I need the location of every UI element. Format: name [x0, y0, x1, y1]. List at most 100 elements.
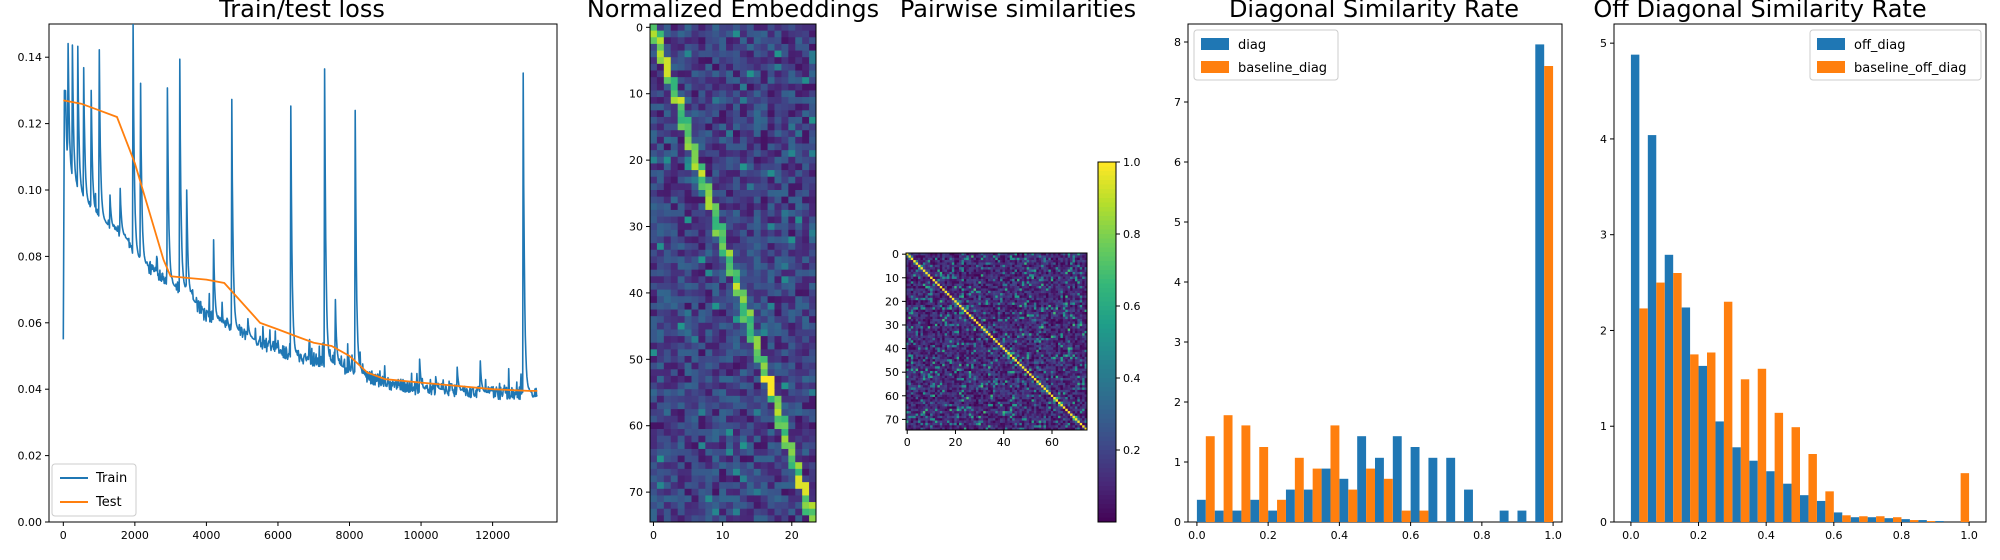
similarity-cell — [1007, 271, 1011, 275]
similarity-cell — [961, 288, 965, 292]
similarity-cell — [1000, 316, 1003, 320]
similarity-cell — [944, 312, 948, 315]
similarity-cell — [971, 262, 974, 266]
similarity-cell — [925, 345, 929, 348]
similarity-cell — [925, 269, 929, 273]
embedding-cell — [809, 316, 817, 324]
similarity-cell — [1072, 321, 1076, 325]
similarity-cell — [922, 290, 926, 294]
similarity-cell — [1024, 342, 1027, 346]
similarity-cell — [915, 293, 919, 296]
similarity-cell — [956, 345, 960, 348]
embedding-cell — [677, 236, 685, 244]
similarity-cell — [1000, 269, 1003, 273]
embedding-cell — [781, 90, 789, 98]
similarity-cell — [1048, 319, 1052, 322]
embedding-cell — [760, 43, 768, 51]
embedding-cell — [677, 97, 685, 105]
similarity-cell — [971, 340, 974, 343]
similarity-cell — [1014, 342, 1018, 346]
similarity-cell — [913, 307, 916, 310]
embedding-cell — [712, 289, 720, 297]
similarity-cell — [1067, 340, 1071, 343]
similarity-cell — [939, 328, 943, 332]
embedding-cell — [802, 276, 810, 284]
embedding-cell — [726, 183, 734, 191]
embedding-cell — [698, 50, 706, 58]
similarity-cell — [949, 269, 953, 273]
similarity-cell — [915, 255, 919, 259]
similarity-cell — [992, 262, 996, 266]
similarity-cell — [925, 278, 929, 282]
similarity-cell — [1043, 267, 1047, 270]
similarity-cell — [1048, 257, 1052, 261]
similarity-cell — [1000, 293, 1003, 296]
y-tick-label: 0.02 — [18, 450, 43, 463]
embedding-cell — [781, 289, 789, 297]
embedding-cell — [656, 63, 665, 71]
similarity-cell — [971, 349, 974, 353]
similarity-cell — [915, 321, 919, 325]
similarity-cell — [951, 330, 955, 334]
similarity-cell — [1029, 276, 1032, 280]
similarity-cell — [922, 321, 926, 325]
similarity-cell — [1079, 295, 1083, 299]
embedding-cell — [739, 130, 748, 138]
similarity-cell — [995, 307, 998, 310]
embedding-cell — [802, 488, 810, 496]
similarity-cell — [1009, 321, 1013, 325]
embedding-cell — [719, 296, 727, 304]
embedding-cell — [809, 349, 817, 357]
similarity-cell — [1002, 333, 1006, 336]
similarity-cell — [1060, 297, 1064, 301]
embedding-cell — [663, 475, 672, 483]
embedding-cell — [795, 209, 803, 217]
similarity-cell — [963, 337, 967, 341]
y-tick-label: 0.10 — [18, 184, 43, 197]
similarity-cell — [1036, 267, 1040, 270]
similarity-cell — [1024, 321, 1027, 325]
similarity-cell — [949, 267, 953, 270]
similarity-cell — [1074, 274, 1078, 277]
similarity-cell — [906, 297, 909, 301]
similarity-cell — [1026, 283, 1030, 287]
similarity-cell — [1072, 314, 1076, 318]
embedding-cell — [739, 70, 748, 78]
similarity-cell — [985, 349, 989, 353]
embedding-cell — [650, 130, 658, 138]
similarity-cell — [1031, 269, 1035, 273]
similarity-cell — [922, 342, 926, 346]
embedding-cell — [746, 223, 755, 231]
similarity-cell — [1004, 328, 1008, 332]
similarity-cell — [1079, 340, 1083, 343]
similarity-cell — [951, 276, 955, 280]
similarity-cell — [980, 260, 984, 263]
embedding-cell — [753, 143, 762, 151]
embedding-cell — [726, 282, 734, 290]
similarity-cell — [1082, 330, 1085, 334]
similarity-cell — [1033, 260, 1037, 263]
similarity-cell — [978, 281, 982, 284]
similarity-cell — [1048, 333, 1052, 336]
similarity-cell — [975, 274, 979, 277]
similarity-cell — [1012, 326, 1015, 329]
embedding-cell — [677, 243, 685, 251]
test-line — [63, 99, 538, 392]
similarity-cell — [992, 283, 996, 287]
similarity-cell — [1072, 326, 1076, 329]
embedding-cell — [746, 43, 755, 51]
embedding-cell — [705, 415, 713, 423]
similarity-cell — [1058, 342, 1061, 346]
similarity-cell — [1053, 300, 1056, 303]
similarity-cell — [1007, 342, 1011, 346]
similarity-cell — [915, 281, 919, 284]
similarity-cell — [959, 262, 962, 266]
similarity-cell — [1053, 347, 1056, 351]
similarity-cell — [1029, 319, 1032, 322]
embedding-cell — [746, 77, 755, 85]
embedding-cell — [684, 369, 692, 377]
similarity-cell — [1017, 330, 1020, 334]
embedding-cell — [684, 70, 692, 78]
embedding-cell — [802, 70, 810, 78]
similarity-cell — [920, 281, 924, 284]
